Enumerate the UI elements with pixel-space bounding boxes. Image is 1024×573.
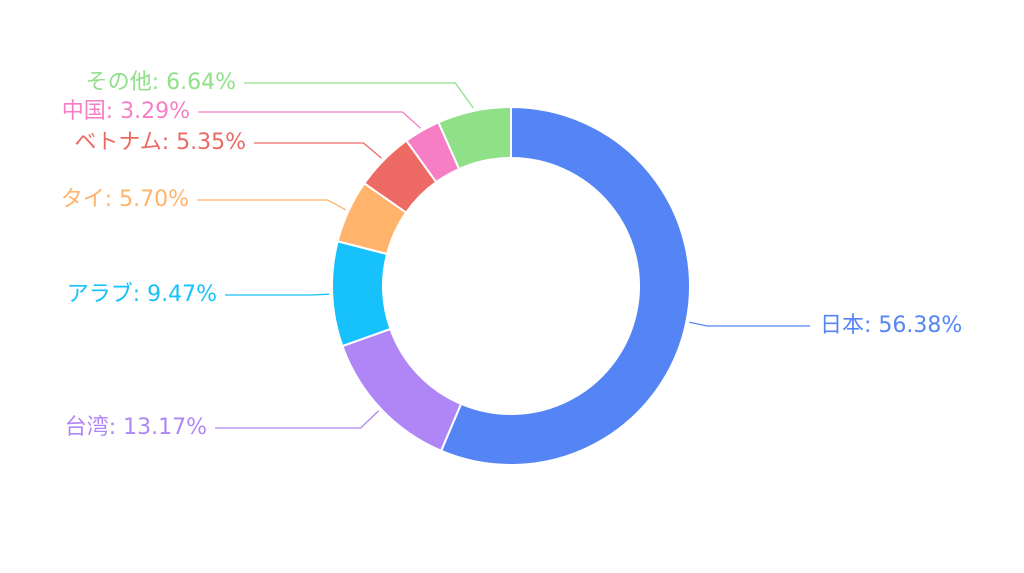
donut-slice (439, 105, 691, 466)
slice-label: ベトナム: 5.35% (74, 130, 246, 155)
slice-label: 日本: 56.38% (820, 313, 962, 338)
slice-label: 中国: 3.29% (62, 99, 190, 124)
donut-slice (437, 105, 512, 171)
leader-line (244, 82, 474, 109)
leader-line (197, 199, 347, 211)
donut-slice (341, 327, 463, 453)
leader-line (198, 111, 421, 129)
slice-label: タイ: 5.70% (61, 187, 189, 212)
leader-line (254, 142, 382, 159)
slice-label: その他: 6.64% (86, 70, 236, 95)
donut-slice (331, 240, 392, 348)
leader-line (215, 410, 380, 429)
slice-label: 台湾: 13.17% (65, 415, 207, 440)
slice-label: アラブ: 9.47% (67, 282, 217, 307)
leader-line (225, 293, 330, 296)
leader-line (689, 321, 810, 327)
